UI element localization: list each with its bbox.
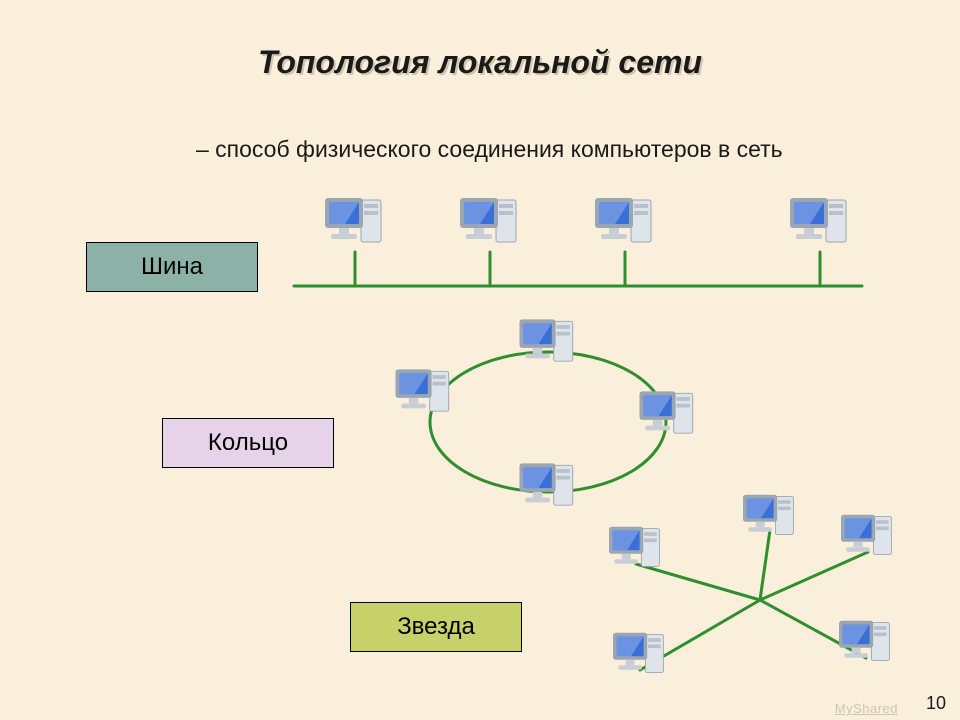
watermark: MyShared xyxy=(835,701,898,716)
computer-icon xyxy=(396,369,449,411)
computer-icon xyxy=(841,515,891,555)
computer-icon xyxy=(520,319,573,361)
page-number: 10 xyxy=(926,693,946,714)
computer-icon xyxy=(325,198,381,242)
computer-icon xyxy=(743,495,793,535)
computer-icon xyxy=(460,198,516,242)
computer-icon xyxy=(640,391,693,433)
computer-icon xyxy=(609,527,659,567)
diagram-canvas xyxy=(0,0,960,720)
computer-icon xyxy=(595,198,651,242)
computer-icon xyxy=(520,463,573,505)
computer-icon xyxy=(790,198,846,242)
computer-icon xyxy=(613,633,663,673)
computer-icon xyxy=(839,621,889,661)
